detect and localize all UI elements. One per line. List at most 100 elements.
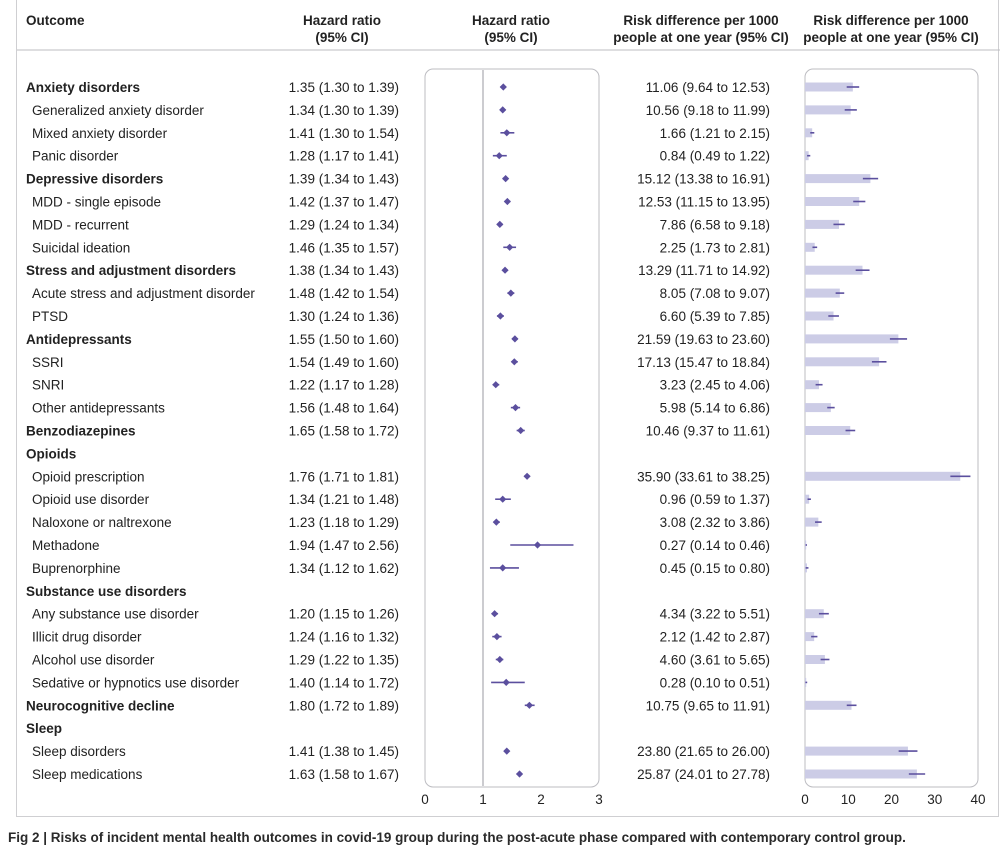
rd-bar [805, 128, 813, 138]
rd-axis-tick-label: 20 [884, 792, 899, 807]
hr-point [492, 381, 500, 389]
group-label: Sleep [26, 721, 62, 736]
rd-bar [805, 494, 810, 504]
hr-value-text: 1.34 (1.12 to 1.62) [289, 561, 399, 576]
rd-value-text: 2.25 (1.73 to 2.81) [660, 240, 770, 255]
hr-value-text: 1.48 (1.42 to 1.54) [289, 286, 399, 301]
rd-bar [805, 197, 860, 206]
rd-bar [805, 540, 807, 550]
outcome-label: SSRI [32, 355, 64, 370]
rd-value-text: 23.80 (21.65 to 26.00) [637, 744, 770, 759]
hr-point [511, 404, 520, 412]
hr-point [503, 129, 511, 137]
outcome-label: Suicidal ideation [32, 240, 130, 255]
rd-value-text: 13.29 (11.71 to 14.92) [638, 263, 770, 278]
rd-bar [805, 655, 825, 664]
hr-point [499, 106, 507, 114]
hr-value-text: 1.55 (1.50 to 1.60) [289, 332, 399, 347]
rd-value-text: 0.45 (0.15 to 0.80) [660, 561, 770, 576]
rd-value-text: 1.66 (1.21 to 2.15) [660, 126, 770, 141]
forest-plot: Outcome Hazard ratio (95% CI) Hazard ratio (… [17, 13, 1000, 807]
header-rd-text-line1: Risk difference per 1000 [623, 13, 778, 28]
rd-value-text: 10.56 (9.18 to 11.99) [646, 103, 770, 118]
hr-value-text: 1.20 (1.15 to 1.26) [289, 607, 399, 622]
group-label: Benzodiazepines [26, 424, 136, 439]
rd-value-text: 35.90 (33.61 to 38.25) [637, 469, 770, 484]
rd-value-text: 4.60 (3.61 to 5.65) [660, 653, 770, 668]
caption-label: Fig 2 | [8, 830, 51, 845]
outcome-label: PTSD [32, 309, 68, 324]
hr-value-text: 1.24 (1.16 to 1.32) [289, 630, 399, 645]
hr-plot-frame [424, 68, 600, 788]
outcome-label: Methadone [32, 538, 100, 553]
outcome-label: Any substance use disorder [32, 607, 199, 622]
hr-point [496, 312, 504, 320]
hr-point [515, 770, 524, 778]
rd-value-text: 0.84 (0.49 to 1.22) [660, 149, 770, 164]
outcome-label: Mixed anxiety disorder [32, 126, 168, 141]
hr-point [502, 678, 510, 686]
hr-point [496, 220, 504, 228]
outcome-label: MDD - single episode [32, 195, 161, 210]
rd-value-text: 0.28 (0.10 to 0.51) [660, 675, 770, 690]
rd-bar [805, 380, 819, 390]
hr-value-text: 1.38 (1.34 to 1.43) [289, 263, 399, 278]
hr-axis-tick-label: 3 [595, 792, 603, 807]
hr-value-text: 1.63 (1.58 to 1.67) [289, 767, 399, 782]
rd-bar [805, 288, 840, 298]
hr-point [503, 197, 511, 206]
rd-value-text: 11.06 (9.64 to 12.53) [646, 80, 770, 95]
hr-value-text: 1.23 (1.18 to 1.29) [289, 515, 399, 530]
rd-bar [805, 265, 863, 275]
outcome-label: Opioid prescription [32, 469, 145, 484]
rd-bar [805, 700, 852, 710]
hr-value-text: 1.46 (1.35 to 1.57) [289, 240, 399, 255]
hr-value-text: 1.35 (1.30 to 1.39) [289, 80, 399, 95]
hr-value-text: 1.76 (1.71 to 1.81) [289, 469, 399, 484]
header-rd-plot-line1: Risk difference per 1000 [813, 13, 968, 28]
outcome-label: Opioid use disorder [32, 492, 150, 507]
hr-axis-tick-label: 0 [421, 792, 429, 807]
rd-bar [805, 769, 917, 779]
rd-value-text: 21.59 (19.63 to 23.60) [637, 332, 770, 347]
hr-value-text: 1.39 (1.34 to 1.43) [289, 172, 399, 187]
hr-point [503, 747, 511, 755]
hr-point [502, 175, 510, 183]
hr-point [499, 83, 507, 91]
hr-point [495, 152, 503, 160]
caption-text: Risks of incident mental health outcomes… [50, 830, 906, 845]
rd-axis-tick-label: 40 [970, 792, 985, 807]
outcome-label: Buprenorphine [32, 561, 121, 576]
rd-bar [805, 471, 961, 481]
rd-axis-tick-label: 10 [841, 792, 856, 807]
rd-value-text: 5.98 (5.14 to 6.86) [660, 401, 770, 416]
outcome-label: SNRI [32, 378, 64, 393]
hr-point [517, 426, 525, 435]
rd-bar [805, 746, 908, 756]
rd-bar [805, 105, 851, 115]
rd-value-text: 15.12 (13.38 to 16.91) [637, 172, 770, 187]
rd-value-text: 3.08 (2.32 to 3.86) [660, 515, 770, 530]
hr-value-text: 1.65 (1.58 to 1.72) [289, 424, 399, 439]
rd-bar [805, 219, 839, 229]
rd-bar [805, 151, 809, 161]
rd-bar [805, 609, 824, 619]
hr-value-text: 1.29 (1.22 to 1.35) [289, 653, 399, 668]
outcome-label: Acute stress and adjustment disorder [32, 286, 255, 301]
hr-value-text: 1.40 (1.14 to 1.72) [289, 675, 399, 690]
rd-bar [805, 311, 834, 321]
rd-value-text: 12.53 (11.15 to 13.95) [638, 195, 770, 210]
chart-panel: Outcome Hazard ratio (95% CI) Hazard ratio (… [16, 0, 1000, 817]
header-hr-text-line1: Hazard ratio [303, 13, 381, 28]
rd-axis-tick-label: 0 [801, 792, 809, 807]
hr-point [493, 633, 501, 641]
rd-value-text: 2.12 (1.42 to 2.87) [660, 630, 770, 645]
hr-axis-tick-label: 2 [537, 792, 545, 807]
outcome-label: Alcohol use disorder [32, 653, 155, 668]
hr-value-text: 1.29 (1.24 to 1.34) [289, 217, 399, 232]
rd-value-text: 8.05 (7.08 to 9.07) [660, 286, 770, 301]
outcome-label: MDD - recurrent [32, 217, 129, 232]
hr-point [491, 610, 499, 618]
hr-value-text: 1.28 (1.17 to 1.41) [289, 149, 399, 164]
